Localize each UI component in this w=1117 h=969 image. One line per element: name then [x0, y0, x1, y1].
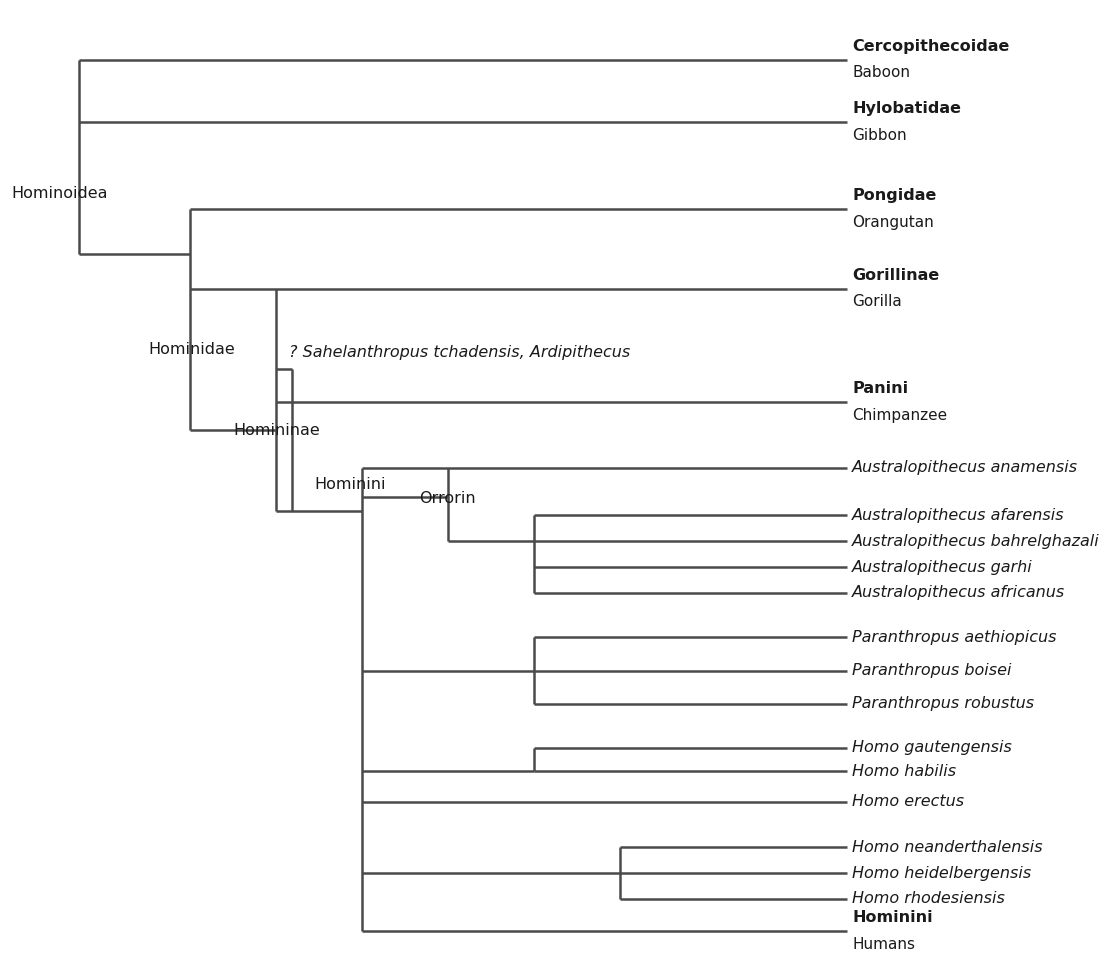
- Text: Orrorin: Orrorin: [420, 490, 476, 506]
- Text: Australopithecus afarensis: Australopithecus afarensis: [852, 508, 1065, 522]
- Text: Panini: Panini: [852, 381, 908, 396]
- Text: Homo erectus: Homo erectus: [852, 795, 964, 809]
- Text: Gibbon: Gibbon: [852, 128, 907, 142]
- Text: Paranthropus robustus: Paranthropus robustus: [852, 697, 1034, 711]
- Text: Homo habilis: Homo habilis: [852, 764, 956, 778]
- Text: Australopithecus anamensis: Australopithecus anamensis: [852, 460, 1078, 475]
- Text: Hominoidea: Hominoidea: [11, 186, 108, 201]
- Text: ? Sahelanthropus tchadensis, Ardipithecus: ? Sahelanthropus tchadensis, Ardipithecu…: [288, 345, 630, 360]
- Text: Hominini: Hominini: [314, 477, 386, 492]
- Text: Homo gautengensis: Homo gautengensis: [852, 740, 1012, 755]
- Text: Homininae: Homininae: [233, 422, 319, 438]
- Text: Gorilla: Gorilla: [852, 295, 901, 309]
- Text: Gorillinae: Gorillinae: [852, 267, 939, 283]
- Text: Baboon: Baboon: [852, 65, 910, 80]
- Text: Paranthropus aethiopicus: Paranthropus aethiopicus: [852, 630, 1057, 645]
- Text: Australopithecus garhi: Australopithecus garhi: [852, 559, 1033, 575]
- Text: Homo heidelbergensis: Homo heidelbergensis: [852, 865, 1031, 881]
- Text: Hylobatidae: Hylobatidae: [852, 101, 961, 116]
- Text: Hominidae: Hominidae: [149, 342, 235, 357]
- Text: Orangutan: Orangutan: [852, 215, 934, 230]
- Text: Australopithecus bahrelghazali: Australopithecus bahrelghazali: [852, 534, 1100, 548]
- Text: Hominini: Hominini: [852, 911, 933, 925]
- Text: Paranthropus boisei: Paranthropus boisei: [852, 663, 1012, 678]
- Text: Chimpanzee: Chimpanzee: [852, 408, 947, 422]
- Text: Cercopithecoidae: Cercopithecoidae: [852, 39, 1010, 53]
- Text: Pongidae: Pongidae: [852, 189, 936, 203]
- Text: Australopithecus africanus: Australopithecus africanus: [852, 585, 1066, 601]
- Text: Homo rhodesiensis: Homo rhodesiensis: [852, 891, 1005, 906]
- Text: Homo neanderthalensis: Homo neanderthalensis: [852, 839, 1042, 855]
- Text: Humans: Humans: [852, 937, 915, 953]
